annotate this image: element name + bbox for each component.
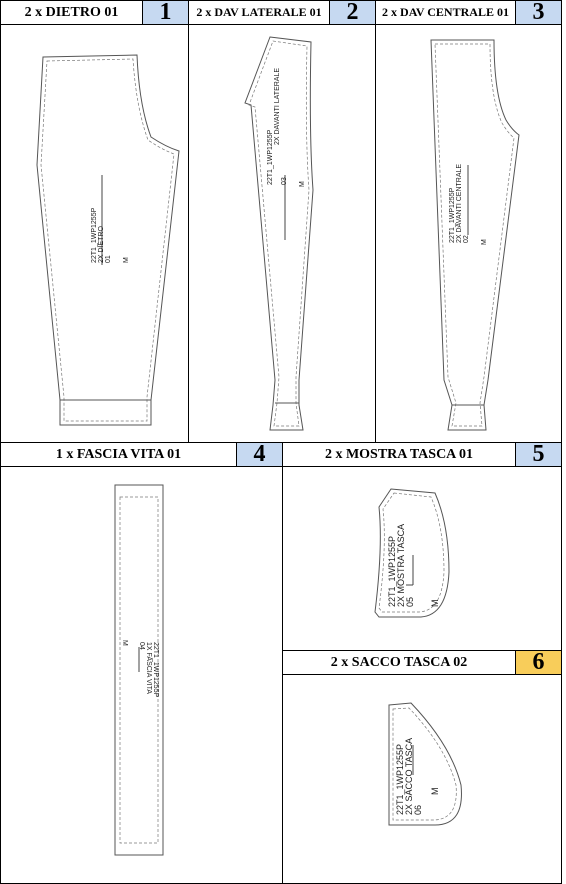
divider-row-right <box>282 650 562 651</box>
panel-3-area: 22T1_1WP1255P 2X DAVANTI CENTRALE 02 M <box>376 25 561 442</box>
divider-col-2 <box>375 0 376 442</box>
divider-col-bottom <box>282 442 283 884</box>
fascia-vita-label-name: 1X FASCIA VITA <box>145 642 152 694</box>
dietro-label-size: M <box>123 257 130 263</box>
panel-4-header: 1 x FASCIA VITA 01 4 <box>1 441 282 467</box>
panel-1-header: 2 x DIETRO 01 1 <box>1 0 188 25</box>
dav-centrale-label-code: 22T1_1WP1255P <box>449 187 456 243</box>
sacco-tasca-label-num: 06 <box>413 805 423 815</box>
dav-laterale-label-code: 22T1_1WP1255P <box>267 129 274 185</box>
mostra-tasca-label-size: M <box>430 600 440 608</box>
panel-4-area: 22T1_1WP1255P 1X FASCIA VITA 04 M <box>1 467 282 883</box>
dav-centrale-label-num: 02 <box>463 235 470 243</box>
panel-5-number-badge: 5 <box>515 441 561 467</box>
dav-laterale-pattern-piece: 22T1_1WP1255P 2X DAVANTI LATERALE 03 M <box>244 36 314 431</box>
dav-laterale-label-num: 03 <box>281 177 288 185</box>
dietro-pattern-piece: 22T1_1WP1255P 2X DIETRO 01 M <box>36 54 180 426</box>
panel-1-number-badge: 1 <box>142 0 188 25</box>
dav-centrale-pattern-piece: 22T1_1WP1255P 2X DAVANTI CENTRALE 02 M <box>430 39 520 431</box>
panel-5-area: 22T1_1WP1255P 2X MOSTRA TASCA 05 M <box>283 467 561 650</box>
fascia-vita-label-size: M <box>121 640 128 646</box>
mostra-tasca-label-name: 2X MOSTRA TASCA <box>396 524 406 607</box>
panel-2-area: 22T1_1WP1255P 2X DAVANTI LATERALE 03 M <box>189 25 375 442</box>
panel-1-area: 22T1_1WP1255P 2X DIETRO 01 M <box>1 25 188 442</box>
fascia-vita-label-num: 04 <box>138 642 145 650</box>
panel-2-header: 2 x DAV LATERALE 01 2 <box>189 0 375 25</box>
panel-3-number-badge: 3 <box>515 0 561 25</box>
panel-6-title: 2 x SACCO TASCA 02 <box>330 654 468 670</box>
panel-1-title: 2 x DIETRO 01 <box>24 4 119 20</box>
fascia-vita-label-code: 22T1_1WP1255P <box>152 642 159 698</box>
sacco-tasca-label-name: 2X SACCO TASCA <box>404 738 414 815</box>
mostra-tasca-label-num: 05 <box>405 597 415 607</box>
outer-border-top <box>0 0 562 1</box>
panel-4-title: 1 x FASCIA VITA 01 <box>55 446 182 462</box>
dietro-label-num: 01 <box>105 255 112 263</box>
dav-centrale-label-name: 2X DAVANTI CENTRALE <box>456 164 463 243</box>
mostra-tasca-label-code: 22T1_1WP1255P <box>387 536 397 607</box>
fascia-vita-pattern-piece: 22T1_1WP1255P 1X FASCIA VITA 04 M <box>114 484 164 856</box>
divider-col-1 <box>188 0 189 442</box>
sacco-tasca-label-code: 22T1_1WP1255P <box>395 744 405 815</box>
dav-laterale-label-name: 2X DAVANTI LATERALE <box>274 68 281 145</box>
panel-2-title: 2 x DAV LATERALE 01 <box>196 5 322 19</box>
panel-5-title: 2 x MOSTRA TASCA 01 <box>324 446 474 462</box>
panel-3-header: 2 x DAV CENTRALE 01 3 <box>376 0 561 25</box>
dav-centrale-label-size: M <box>481 239 488 245</box>
panel-4-number-badge: 4 <box>236 441 282 467</box>
dav-laterale-label-size: M <box>299 181 306 187</box>
panel-6-number-badge: 6 <box>515 649 561 675</box>
panel-2-number-badge: 2 <box>329 0 375 25</box>
mostra-tasca-pattern-piece: 22T1_1WP1255P 2X MOSTRA TASCA 05 M <box>374 488 450 618</box>
sacco-tasca-pattern-piece: 22T1_1WP1255P 2X SACCO TASCA 06 M <box>388 702 462 826</box>
divider-row-mid <box>0 442 562 443</box>
sacco-tasca-label-size: M <box>430 788 440 796</box>
panel-6-header: 2 x SACCO TASCA 02 6 <box>283 649 561 675</box>
dietro-label-code: 22T1_1WP1255P <box>91 207 98 263</box>
panel-3-title: 2 x DAV CENTRALE 01 <box>382 5 509 19</box>
dietro-label-name: 2X DIETRO <box>98 225 105 263</box>
panel-6-area: 22T1_1WP1255P 2X SACCO TASCA 06 M <box>283 675 561 883</box>
panel-5-header: 2 x MOSTRA TASCA 01 5 <box>283 441 561 467</box>
